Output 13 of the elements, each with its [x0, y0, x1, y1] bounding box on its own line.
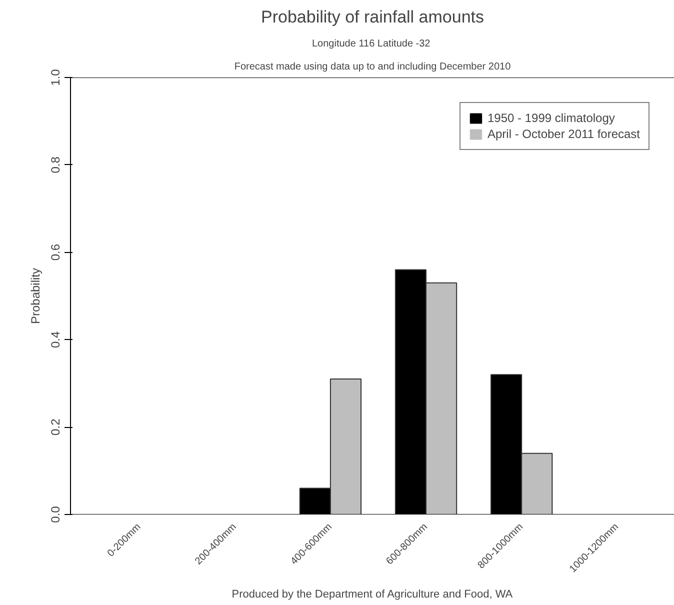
chart-title: Probability of rainfall amounts: [261, 8, 484, 26]
legend-label: 1950 - 1999 climatology: [487, 111, 615, 125]
y-tick-label: 0.0: [48, 506, 62, 523]
text: Forecast made using data up to and including December 2010: [234, 62, 512, 72]
y-tick-label: 0.2: [48, 418, 62, 436]
chart-subtitle: Longitude 116 Latitude -32: [312, 38, 431, 50]
y-axis-title: Probability: [28, 268, 42, 324]
legend-label: April - October 2011 forecast: [487, 127, 640, 141]
y-tick-label: 1.0: [48, 68, 62, 86]
y-tick-label: 0.4: [48, 331, 62, 348]
text: Produced by the Department of Agriculture and Food, WA: [232, 588, 514, 600]
y-tick-label: 0.8: [48, 156, 62, 174]
y-tick-label: 0.6: [48, 244, 62, 261]
